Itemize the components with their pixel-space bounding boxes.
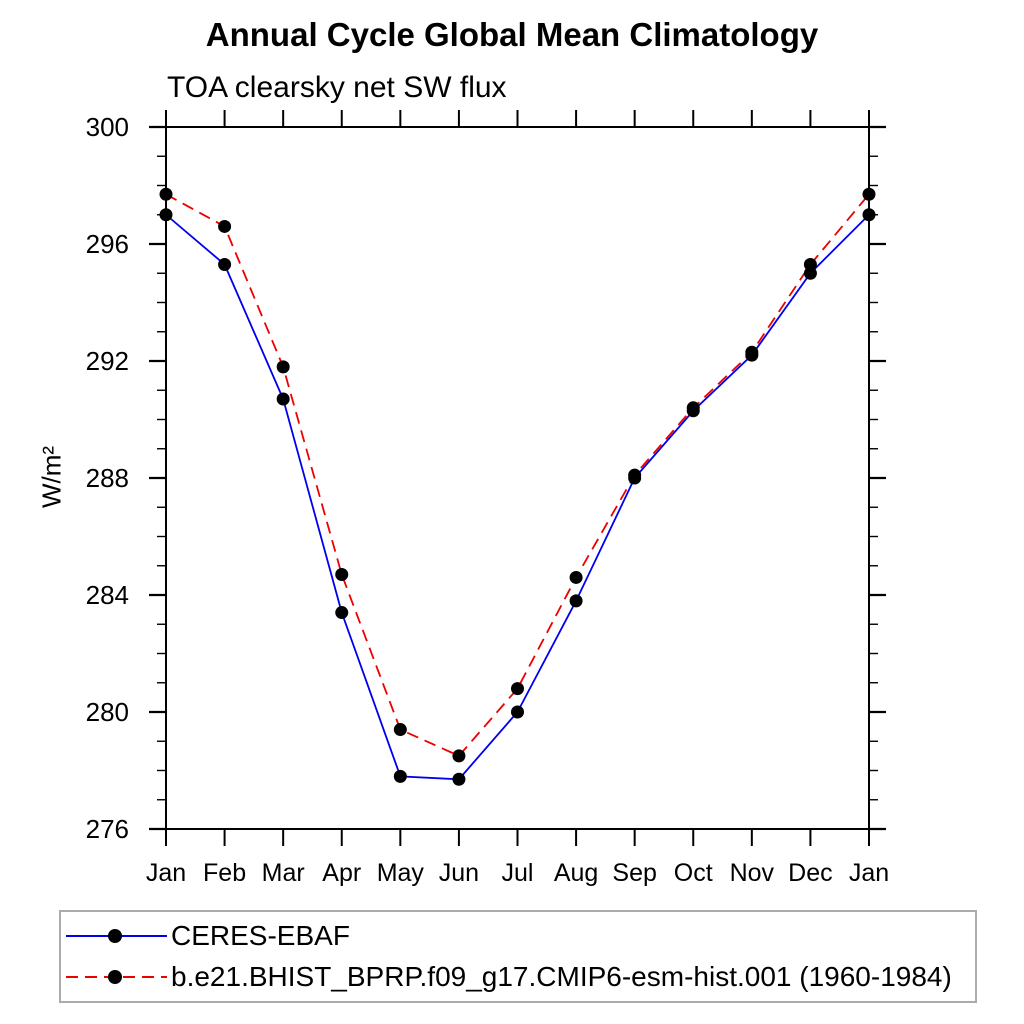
y-axis-tick-label: 288 [86, 463, 129, 493]
x-axis-tick-label: Sep [612, 859, 656, 887]
data-point-b-e21-bhist-bprp-f09-g17-12 [862, 187, 876, 201]
y-axis-tick-label: 296 [86, 229, 129, 259]
series-line-b-e21-bhist-bprp-f09-g17 [165, 193, 870, 757]
x-axis-tick-label: Aug [554, 859, 598, 887]
data-point-b-e21-bhist-bprp-f09-g17-9 [686, 401, 700, 415]
data-point-ceres-ebaf-6 [511, 705, 524, 719]
chart-subtitle: TOA clearsky net SW flux [167, 71, 507, 104]
legend-line-sample [66, 929, 167, 943]
legend-item-b-e21-bhist-bprp-f09-g17: b.e21.BHIST_BPRP.f09_g17.CMIP6-esm-hist.… [61, 961, 975, 992]
data-point-b-e21-bhist-bprp-f09-g17-8 [628, 468, 642, 482]
data-point-ceres-ebaf-5 [452, 772, 466, 786]
legend: CERES-EBAF b.e21.BHIST_BPRP.f09_g17.CMIP6… [59, 910, 977, 1003]
data-point-ceres-ebaf-7 [569, 594, 583, 608]
legend-sample-marker [108, 929, 122, 943]
data-point-ceres-ebaf-3 [335, 606, 349, 620]
legend-sample-marker [108, 970, 122, 984]
y-axis-tick-label: 276 [86, 814, 129, 844]
x-axis-tick-label: Mar [262, 859, 305, 887]
legend-item-ceres-ebaf: CERES-EBAF [61, 920, 975, 951]
x-axis-tick-label: Jan [849, 859, 889, 887]
data-point-ceres-ebaf-4 [393, 769, 407, 783]
x-axis-tick-label: Jul [502, 859, 534, 887]
x-axis-tick-label: Nov [730, 859, 775, 887]
y-axis-tick-label: 300 [86, 112, 129, 142]
x-axis-tick-label: Apr [322, 859, 361, 887]
legend-label: CERES-EBAF [171, 920, 350, 951]
data-point-b-e21-bhist-bprp-f09-g17-10 [745, 345, 759, 359]
data-point-b-e21-bhist-bprp-f09-g17-2 [276, 360, 290, 374]
x-axis-tick-label: Dec [788, 859, 832, 887]
y-axis-tick-label: 280 [86, 697, 129, 727]
y-axis-tick-label: 284 [86, 580, 129, 610]
data-point-b-e21-bhist-bprp-f09-g17-6 [511, 682, 524, 696]
legend-label: b.e21.BHIST_BPRP.f09_g17.CMIP6-esm-hist.… [171, 961, 952, 992]
legend-line-sample [66, 970, 167, 984]
x-axis-tick-label: Jan [146, 859, 186, 887]
data-point-b-e21-bhist-bprp-f09-g17-1 [218, 219, 232, 233]
x-axis-tick-label: Oct [674, 859, 713, 887]
data-point-b-e21-bhist-bprp-f09-g17-0 [159, 187, 173, 201]
data-point-ceres-ebaf-1 [218, 257, 232, 271]
chart-title: Annual Cycle Global Mean Climatology [205, 16, 819, 53]
data-point-b-e21-bhist-bprp-f09-g17-3 [335, 568, 349, 582]
x-axis-tick-label: May [377, 859, 425, 887]
data-point-b-e21-bhist-bprp-f09-g17-4 [393, 723, 407, 737]
data-point-b-e21-bhist-bprp-f09-g17-5 [452, 749, 466, 763]
y-axis-tick-label: 292 [86, 346, 129, 376]
data-point-ceres-ebaf-0 [159, 208, 173, 222]
x-axis-tick-label: Jun [439, 859, 479, 887]
data-point-ceres-ebaf-12 [862, 208, 876, 222]
x-axis-tick-label: Feb [203, 859, 246, 887]
data-point-ceres-ebaf-2 [276, 392, 290, 406]
data-point-b-e21-bhist-bprp-f09-g17-11 [803, 257, 817, 271]
plot-frame [165, 126, 870, 830]
data-point-b-e21-bhist-bprp-f09-g17-7 [569, 570, 583, 584]
